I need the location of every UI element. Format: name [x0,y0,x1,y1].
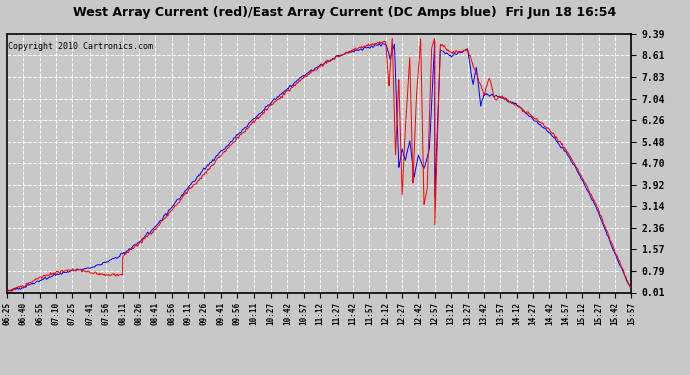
Text: West Array Current (red)/East Array Current (DC Amps blue)  Fri Jun 18 16:54: West Array Current (red)/East Array Curr… [73,6,617,19]
Text: Copyright 2010 Cartronics.com: Copyright 2010 Cartronics.com [8,42,153,51]
